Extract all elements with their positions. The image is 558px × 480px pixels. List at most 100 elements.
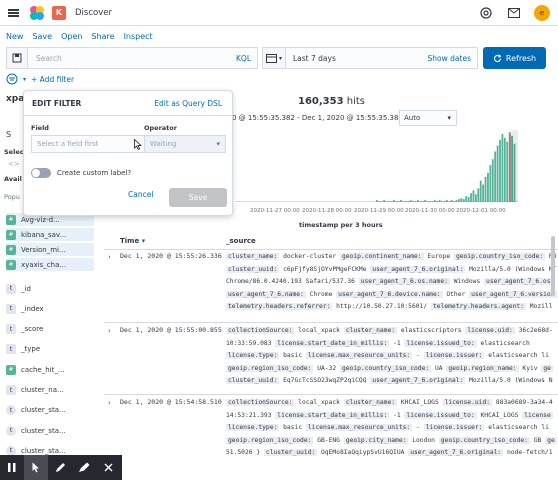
field-type-icon: t	[6, 425, 16, 436]
source-field-value: Kyiv	[522, 364, 538, 372]
index-pattern-title[interactable]: xpack	[6, 94, 36, 104]
field-item[interactable]: t cluster_sta...	[6, 444, 94, 457]
selected-field-item[interactable]: # Avg-viz-d...	[6, 213, 94, 226]
histogram-bar	[431, 201, 434, 202]
field-name: cache_hit_...	[21, 365, 65, 374]
histogram-bar	[400, 200, 402, 202]
save-button[interactable]: Save	[169, 188, 227, 207]
operator-select[interactable]: Waiting ▾	[144, 135, 226, 153]
histogram-bar	[499, 139, 501, 202]
field-item[interactable]: t _id	[6, 282, 94, 295]
histogram-bar	[421, 201, 424, 202]
save-icon	[12, 53, 22, 63]
histogram-bar	[470, 193, 472, 202]
date-range[interactable]: Last 7 days Show dates	[286, 47, 478, 69]
field-item[interactable]: t cluster_sta...	[6, 404, 94, 417]
newsfeed-icon[interactable]	[506, 5, 522, 21]
row-source: cluster_name: docker-cluster geoip.conti…	[226, 251, 558, 314]
menu-save[interactable]: Save	[32, 31, 53, 41]
histogram-bar	[397, 201, 400, 202]
field-type-icon: t	[6, 303, 16, 314]
source-line: collectionSource: local_xpack cluster_na…	[226, 397, 558, 410]
kibana-logo[interactable]	[30, 5, 44, 20]
table-scrollbar[interactable]	[550, 236, 556, 456]
avatar[interactable]: e	[534, 5, 550, 21]
show-dates-link[interactable]: Show dates	[427, 53, 471, 63]
selected-field-item[interactable]: # Version_mi...	[6, 243, 94, 256]
field-item[interactable]: # cache_hit_...	[6, 363, 94, 376]
expand-row-icon[interactable]: ›	[108, 399, 111, 407]
refresh-label: Refresh	[505, 53, 537, 63]
refresh-button[interactable]: Refresh	[483, 47, 546, 69]
table-row[interactable]: › Dec 1, 2020 @ 15:55:00.855 collectionSou…	[104, 325, 558, 393]
highlighter-icon[interactable]	[72, 455, 96, 480]
selected-field-item[interactable]: # xyaxis_cha...	[6, 258, 94, 271]
saved-query-button[interactable]	[6, 47, 28, 69]
source-field-key: user_agent_7_6.version	[469, 290, 557, 298]
histogram-chart[interactable]	[236, 130, 518, 202]
source-line: 51.5026 } cluster_uuid: OqEMo8IaQqiypSvU…	[226, 447, 558, 460]
selected-field-item[interactable]: # kibana_sav...	[6, 228, 94, 241]
row-timestamp: Dec 1, 2020 @ 15:54:58.510	[120, 398, 222, 406]
x-tick-label: 2020-11-30 00:00	[405, 208, 455, 214]
space-badge[interactable]: K	[52, 5, 66, 20]
source-field-key: geoip.continent_name:	[339, 253, 424, 260]
expand-row-icon[interactable]: ›	[108, 253, 111, 261]
pen-icon[interactable]	[48, 455, 72, 480]
source-line: cluster_name: docker-cluster geoip.conti…	[226, 251, 558, 264]
kql-toggle[interactable]: KQL	[236, 53, 251, 63]
edit-filter-popover: EDIT FILTER Edit as Query DSL Field Sele…	[23, 90, 233, 216]
field-item[interactable]: t _type	[6, 343, 94, 356]
histogram-bar	[429, 201, 431, 202]
pause-icon[interactable]	[0, 455, 24, 480]
search-input[interactable]: Search KQL	[28, 47, 258, 69]
source-field-key: user_agent_7_6.original:	[370, 265, 466, 273]
table-row[interactable]: › Dec 1, 2020 @ 15:55:26.336 cluster_name:…	[104, 251, 558, 319]
histogram-bar	[472, 190, 475, 202]
source-field-key: cluster_name:	[343, 327, 398, 334]
source-field-value: -	[416, 424, 420, 431]
source-field-key: license.type:	[226, 424, 280, 431]
help-icon[interactable]	[478, 5, 494, 21]
time-column-header[interactable]: Time ▾	[120, 237, 146, 245]
menu-new[interactable]: New	[6, 31, 24, 41]
histogram-bar	[511, 135, 513, 202]
source-field-key: telemetry.headers.referrer:	[226, 303, 333, 310]
field-name: _score	[21, 325, 44, 334]
cancel-button[interactable]: Cancel	[128, 190, 154, 199]
pointer-icon[interactable]	[24, 455, 48, 480]
source-field-key: user_agent_7_6.original:	[408, 449, 504, 456]
expand-row-icon[interactable]: ›	[108, 327, 111, 335]
source-line: Chrome/86.0.4240.193 Safari/537.36 user_…	[226, 276, 558, 289]
histogram-bar	[489, 165, 492, 202]
histogram-bar	[443, 201, 446, 202]
menu-inspect[interactable]: Inspect	[123, 31, 153, 41]
custom-label-switch[interactable]	[31, 168, 51, 178]
doc-table-header: Time ▾ _source	[104, 236, 558, 250]
date-label: Last 7 days	[293, 53, 336, 63]
source-field-value: Other	[446, 290, 466, 298]
menu-share[interactable]: Share	[91, 31, 115, 41]
field-item[interactable]: t _index	[6, 302, 94, 315]
filter-options-icon[interactable]	[6, 73, 18, 85]
add-filter-link[interactable]: + Add filter	[31, 74, 75, 84]
histogram-bar	[494, 151, 497, 202]
field-item[interactable]: t cluster_sta...	[6, 424, 94, 437]
histogram-bar	[465, 196, 468, 202]
field-item[interactable]: t _score	[6, 323, 94, 336]
edit-as-dsl-link[interactable]: Edit as Query DSL	[154, 99, 222, 108]
field-name: _index	[21, 304, 44, 313]
histogram-bar	[441, 201, 443, 202]
source-line: license.type: basic license.max_resource…	[226, 350, 558, 363]
menu-open[interactable]: Open	[61, 31, 83, 41]
source-field-key: user_agent_7_6.original:	[370, 377, 466, 384]
date-picker-button[interactable]: ▾	[262, 47, 286, 69]
row-divider	[104, 322, 558, 323]
histogram-bar	[491, 159, 494, 202]
interval-select[interactable]: Auto ▾	[399, 110, 457, 126]
source-field-value: 36c2e68d-	[518, 327, 553, 334]
menu-icon[interactable]	[0, 0, 26, 26]
close-icon[interactable]	[96, 455, 120, 480]
field-item[interactable]: t cluster_na...	[6, 384, 94, 397]
table-row[interactable]: › Dec 1, 2020 @ 15:54:58.510 collectionSou…	[104, 397, 558, 465]
